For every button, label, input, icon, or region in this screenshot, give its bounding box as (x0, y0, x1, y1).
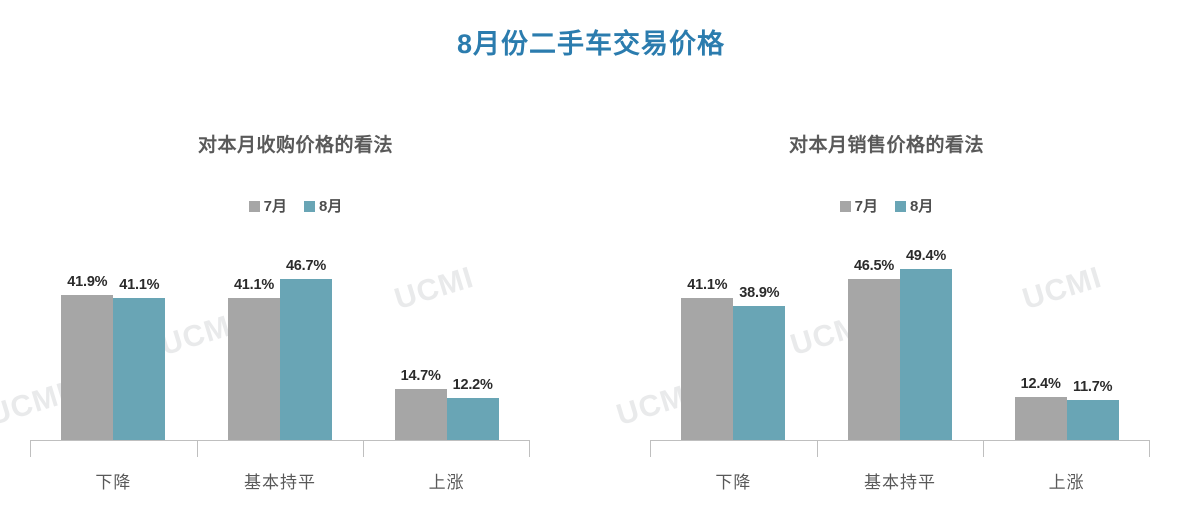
bar-group: 41.1% 46.7% (197, 250, 364, 440)
bar-august[interactable] (900, 269, 952, 440)
bar-column: 46.7% (280, 250, 332, 440)
legend-swatch-july (248, 201, 260, 212)
bar-pair: 12.4% 11.7% (983, 250, 1150, 440)
legend-swatch-july (839, 201, 851, 212)
bar-value-label: 11.7% (1073, 379, 1113, 395)
bar-august[interactable] (1066, 400, 1119, 440)
bar-august[interactable] (113, 298, 166, 440)
bar-group: 14.7% 12.2% (363, 250, 530, 440)
x-axis-label: 下降 (715, 473, 752, 492)
bar-august[interactable] (733, 306, 786, 440)
bar-column: 41.1% (681, 250, 734, 440)
bar-column: 38.9% (733, 250, 786, 440)
chart-panel-sales: 对本月销售价格的看法 7月 8月 (591, 0, 1182, 520)
x-axis-labels-sales: 下降 基本持平 上涨 (650, 468, 1150, 496)
bar-value-label: 41.1% (687, 277, 728, 293)
bar-pair: 41.1% 38.9% (650, 250, 817, 440)
bar-column: 12.4% (1014, 250, 1067, 440)
bar-pair: 41.1% 46.7% (197, 250, 364, 440)
bar-group: 41.1% 38.9% (650, 250, 817, 440)
x-axis-label: 下降 (95, 473, 132, 492)
legend-item-july[interactable]: 7月 (839, 198, 878, 215)
bar-value-label: 41.1% (233, 277, 275, 293)
bar-value-label: 12.4% (1020, 376, 1061, 392)
chart-title-sales: 对本月销售价格的看法 (788, 135, 984, 156)
x-axis-label: 上涨 (428, 473, 465, 492)
axis-tick (983, 440, 985, 457)
chart-panel-purchase: 对本月收购价格的看法 7月 8月 (0, 135, 591, 214)
bar-pair: 46.5% 49.4% (817, 248, 984, 440)
bar-column: 11.7% (1066, 250, 1119, 440)
page-title: 8月份二手车交易价格 (456, 29, 726, 59)
bar-pair: 41.9% 41.1% (30, 250, 197, 440)
legend-sales: 7月 8月 (591, 199, 1182, 214)
bar-july[interactable] (228, 298, 280, 440)
bar-column: 46.5% (848, 250, 900, 440)
axis-tick (363, 440, 365, 457)
legend-label-july: 7月 (263, 198, 287, 215)
x-axis-label: 基本持平 (244, 473, 316, 492)
axis-tick (529, 440, 530, 457)
bar-group: 41.9% 41.1% (30, 250, 197, 440)
bar-groups: 41.9% 41.1% 41.1% 46.7% 14.7% 12.2% (30, 250, 530, 440)
chart-title-purchase: 对本月收购价格的看法 (197, 135, 393, 156)
legend-label-august: 8月 (319, 198, 343, 215)
bar-july[interactable] (681, 298, 734, 440)
bar-groups: 41.1% 38.9% 46.5% 49.4% 12.4% 11.7% (650, 248, 1150, 440)
x-axis-label: 上涨 (1048, 473, 1085, 492)
legend-label-july: 7月 (854, 198, 878, 215)
legend-item-august[interactable]: 8月 (895, 199, 933, 214)
bar-column: 14.7% (394, 250, 447, 440)
legend-item-august[interactable]: 8月 (304, 199, 342, 214)
bar-july[interactable] (1014, 397, 1067, 440)
legend-label-august: 8月 (910, 198, 934, 215)
bar-pair: 14.7% 12.2% (363, 250, 530, 440)
bar-column: 41.9% (61, 250, 114, 440)
bar-july[interactable] (848, 279, 900, 440)
legend-swatch-august (895, 201, 906, 212)
bar-value-label: 12.2% (452, 377, 493, 393)
bar-value-label: 49.4% (905, 248, 947, 264)
bar-july[interactable] (61, 295, 114, 440)
bar-value-label: 41.1% (119, 277, 160, 293)
x-axis-labels-purchase: 下降 基本持平 上涨 (30, 468, 530, 496)
bar-column: 41.1% (113, 250, 166, 440)
bar-value-label: 14.7% (400, 368, 441, 384)
bar-value-label: 38.9% (739, 285, 780, 301)
bar-column: 49.4% (900, 248, 952, 440)
bar-group: 12.4% 11.7% (983, 250, 1150, 440)
bar-august[interactable] (280, 279, 332, 440)
axis-tick (30, 440, 31, 457)
bar-value-label: 46.7% (285, 258, 327, 274)
axis-tick (816, 440, 818, 457)
x-axis-label: 基本持平 (864, 473, 936, 492)
legend-item-july[interactable]: 7月 (248, 198, 287, 215)
bar-group: 46.5% 49.4% (817, 248, 984, 440)
axis-tick (196, 440, 198, 457)
bar-column: 41.1% (228, 250, 280, 440)
x-axis-sales (650, 440, 1150, 457)
plot-area-purchase: 41.9% 41.1% 41.1% 46.7% 14.7% 12.2% (30, 250, 530, 440)
x-axis-purchase (30, 440, 530, 457)
bar-column: 12.2% (446, 250, 499, 440)
axis-tick (650, 440, 651, 457)
legend-swatch-august (304, 201, 315, 212)
legend-purchase: 7月 8月 (0, 199, 591, 214)
bar-july[interactable] (394, 389, 447, 440)
plot-area-sales: 41.1% 38.9% 46.5% 49.4% 12.4% 11.7% (650, 248, 1150, 440)
bar-value-label: 46.5% (853, 258, 895, 274)
bar-august[interactable] (446, 398, 499, 440)
axis-tick (1149, 440, 1150, 457)
bar-value-label: 41.9% (67, 274, 108, 290)
